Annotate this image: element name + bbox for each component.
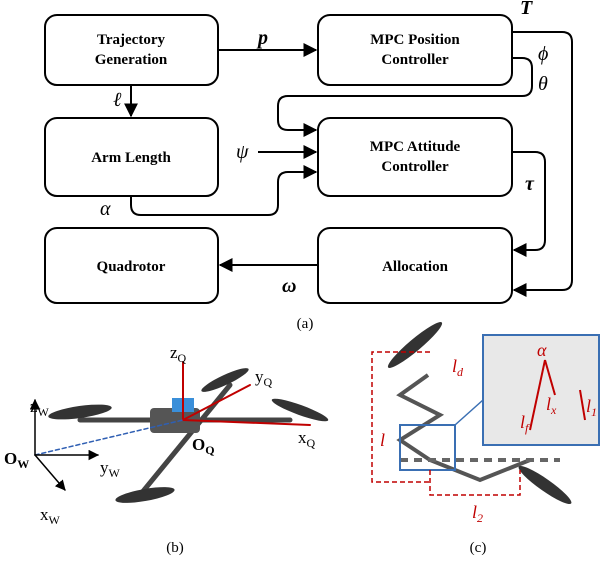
caption: (a) xyxy=(297,316,314,332)
dimension-label: α xyxy=(537,340,547,360)
node-label: MPC Attitude xyxy=(370,139,461,155)
figure: Trajectory Generation MPC Position Contr… xyxy=(0,0,607,562)
node-box xyxy=(318,118,512,196)
dimension-label: ld xyxy=(452,356,464,379)
drone-b xyxy=(35,362,330,506)
label-sub: x xyxy=(550,403,557,417)
node-label: Generation xyxy=(95,52,168,68)
label-sub: W xyxy=(38,405,50,419)
edge-label: ψ xyxy=(236,141,249,163)
label-sub: 2 xyxy=(477,511,483,525)
node-label: MPC Position xyxy=(370,32,460,48)
dimension-label: l xyxy=(380,430,385,450)
edge-label: ϕ xyxy=(538,43,548,65)
axis-label: zW xyxy=(30,397,50,419)
label-sub: Q xyxy=(178,351,187,365)
node-label: Controller xyxy=(381,52,449,68)
label-sub: Q xyxy=(264,375,273,389)
node-label: Arm Length xyxy=(91,150,171,166)
edge-label: α xyxy=(100,198,111,220)
label: α xyxy=(537,340,547,360)
label-sub: W xyxy=(49,513,61,527)
drone-c xyxy=(372,318,599,508)
axis-label: yW xyxy=(100,458,121,480)
axis-label: xQ xyxy=(298,428,316,450)
edge-label: ℓ xyxy=(113,89,122,111)
axis-label: zQ xyxy=(170,343,187,365)
node-label: Quadrotor xyxy=(97,259,166,275)
label: l xyxy=(380,430,385,450)
edge-label: T xyxy=(520,0,533,19)
node-box xyxy=(318,15,512,85)
label: O xyxy=(4,449,17,468)
arrow xyxy=(512,32,572,290)
node-label: Controller xyxy=(381,159,449,175)
dimension-label: l2 xyxy=(472,502,483,525)
caption: (b) xyxy=(166,540,184,556)
label-sub: W xyxy=(17,457,29,471)
label-sub: Q xyxy=(307,436,316,450)
axis-label: OW xyxy=(4,449,29,471)
node-label: Allocation xyxy=(382,259,448,275)
label: O xyxy=(192,435,205,454)
node-box xyxy=(45,15,218,85)
axis-label: yQ xyxy=(255,367,273,389)
axis-label: xW xyxy=(40,505,61,527)
label-sub: Q xyxy=(205,443,214,457)
edge-label: θ xyxy=(538,73,548,95)
label-sub: W xyxy=(109,466,121,480)
edge-label: τ xyxy=(525,173,535,195)
caption: (c) xyxy=(470,540,487,556)
node-label: Trajectory xyxy=(97,32,166,48)
label-sub: d xyxy=(457,365,464,379)
axis-label: OQ xyxy=(192,435,215,457)
label-sub: 1 xyxy=(591,405,597,419)
edge-label: p xyxy=(256,27,268,49)
edge-label: ω xyxy=(282,275,296,297)
arrow xyxy=(512,152,545,250)
